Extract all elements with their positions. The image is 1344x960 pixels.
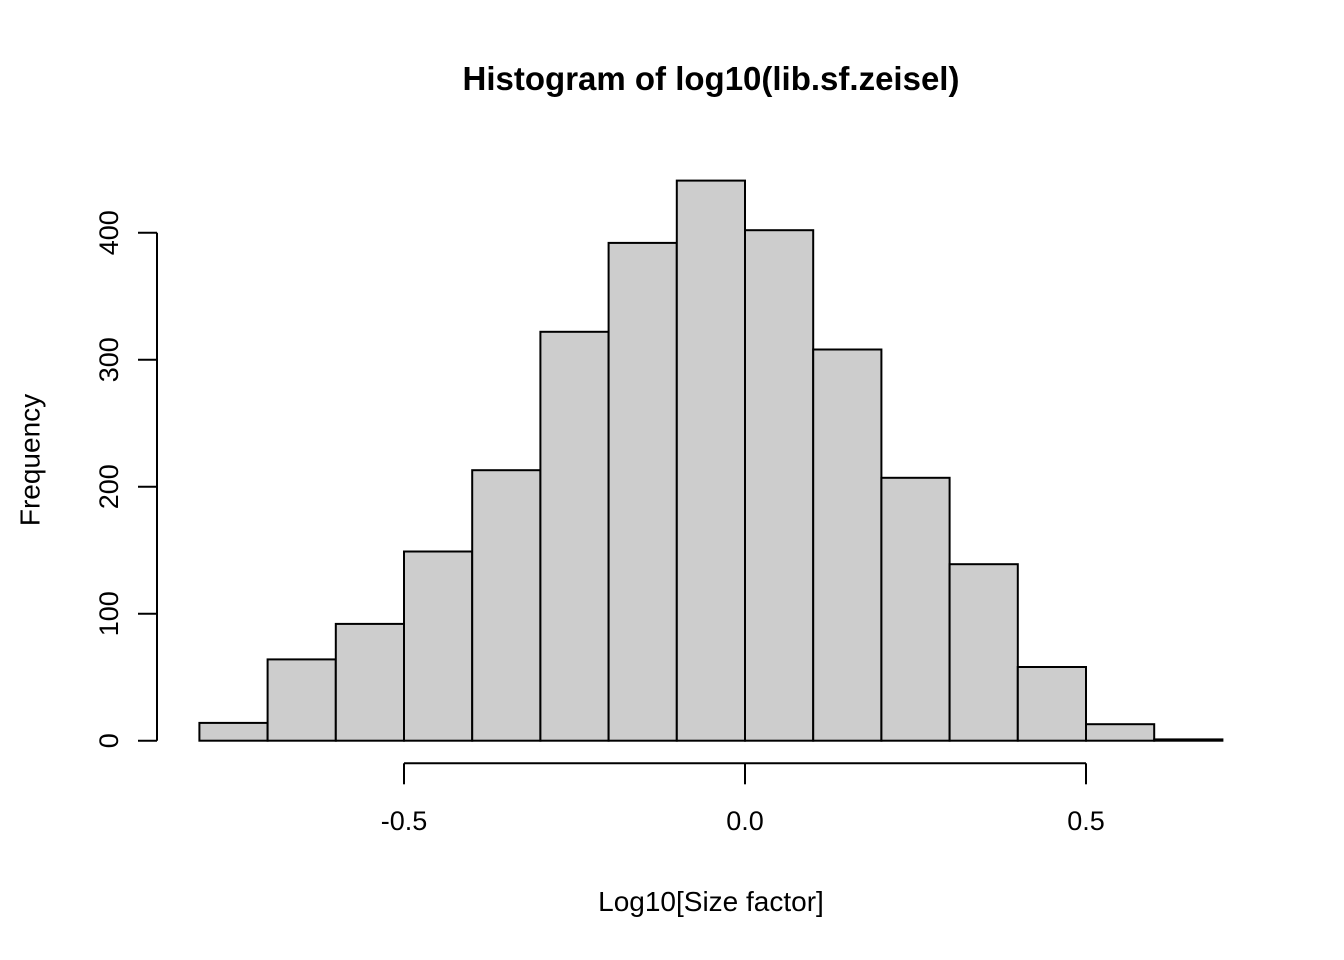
histogram-bar <box>471 469 542 742</box>
y-tick-label: 400 <box>94 210 124 255</box>
y-axis-label: Frequency <box>15 394 46 526</box>
histogram-bar <box>812 348 883 742</box>
y-tick-label: 200 <box>94 464 124 509</box>
histogram-bar <box>744 229 815 742</box>
histogram-bar <box>334 622 405 742</box>
x-tick-label: 0.0 <box>726 806 764 836</box>
x-tick-label: -0.5 <box>381 806 428 836</box>
histogram-bar <box>1016 666 1087 742</box>
histogram-bar <box>607 241 678 742</box>
histogram-bar <box>539 330 610 742</box>
x-axis-label: Log10[Size factor] <box>598 886 824 917</box>
chart-title: Histogram of log10(lib.sf.zeisel) <box>463 60 960 97</box>
x-tick-label: 0.5 <box>1067 806 1105 836</box>
histogram-bar <box>675 179 746 742</box>
y-tick-label: 100 <box>94 591 124 636</box>
plot-axes: 0 100 200 300 400 -0.5 0.0 0.5 <box>94 210 1105 836</box>
histogram-bar <box>880 476 951 742</box>
y-tick-label: 300 <box>94 337 124 382</box>
histogram-bars <box>198 179 1224 742</box>
histogram-bar <box>1153 738 1224 742</box>
histogram-bar <box>266 658 337 742</box>
histogram-bar <box>403 550 474 742</box>
histogram-bar <box>948 563 1019 742</box>
histogram-bar <box>198 721 269 742</box>
y-tick-label: 0 <box>94 733 124 748</box>
histogram-bar <box>1085 723 1156 742</box>
